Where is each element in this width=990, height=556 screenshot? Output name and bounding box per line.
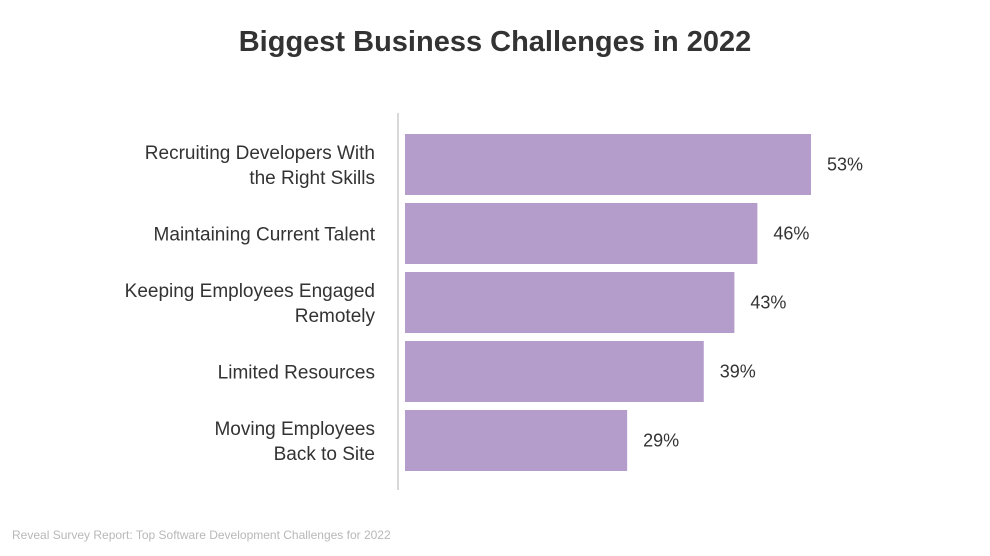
bar-3 <box>405 272 735 333</box>
value-label-2: 46% <box>773 224 809 244</box>
category-label-4: Limited Resources <box>218 363 375 384</box>
bar-5 <box>405 410 628 471</box>
category-label-3: Keeping Employees Engaged Remotely <box>125 281 376 327</box>
value-label-3: 43% <box>750 293 786 313</box>
value-label-4: 39% <box>720 362 756 382</box>
value-label-1: 53% <box>827 155 863 175</box>
category-label-5: Moving Employees Back to Site <box>214 419 375 465</box>
chart-title: Biggest Business Challenges in 2022 <box>238 26 752 58</box>
bar-2 <box>405 203 758 264</box>
bar-1 <box>405 134 811 195</box>
bar-4 <box>405 341 704 402</box>
value-label-5: 29% <box>643 431 679 451</box>
category-label-1: Recruiting Developers With the Right Skil… <box>145 143 375 189</box>
category-label-2: Maintaining Current Talent <box>154 225 376 246</box>
source-note: Reveal Survey Report: Top Software Devel… <box>12 528 391 542</box>
